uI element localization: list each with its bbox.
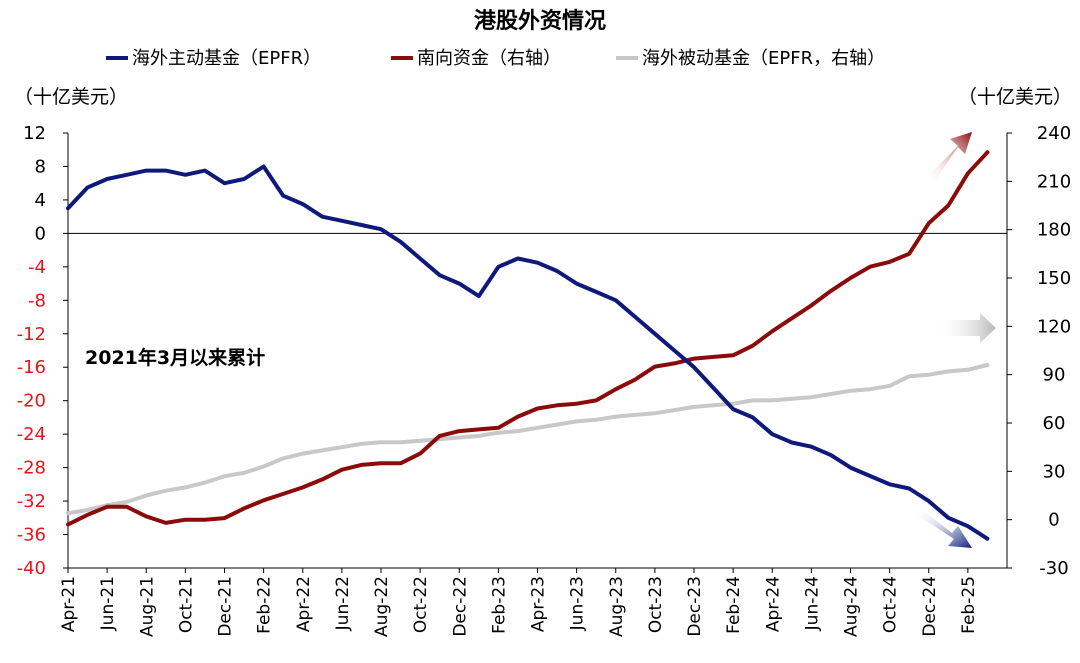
x-tick-label: Dec-24	[920, 576, 940, 637]
x-tick-label: Apr-23	[529, 576, 549, 632]
y-left-tick-label: 4	[35, 190, 46, 211]
y-left-tick-label: 0	[35, 223, 46, 244]
trend-arrow-down	[916, 508, 972, 548]
legend-label-3: 海外被动基金（EPFR，右轴）	[642, 48, 885, 69]
cumulative-annotation: 2021年3月以来累计	[85, 346, 265, 369]
y-left-tick-label: -40	[17, 558, 46, 579]
trend-arrow-right	[935, 313, 996, 343]
x-tick-label: Dec-23	[685, 576, 705, 637]
x-tick-label: Oct-21	[176, 576, 196, 633]
y-left-tick-label: -16	[17, 357, 46, 378]
chart-title: 港股外资情况	[474, 8, 606, 34]
y-right-tick-label: -30	[1039, 558, 1068, 579]
x-tick-label: Aug-23	[607, 576, 627, 637]
x-tick-label: Feb-25	[959, 576, 979, 634]
x-tick-label: Jun-21	[98, 576, 118, 631]
y-left-unit-label: （十亿美元）	[14, 86, 128, 108]
trend-arrows	[916, 132, 996, 548]
x-tick-label: Feb-23	[489, 576, 509, 634]
axes: 12 8 4 0 -4 -8 -12 -16 -20 -24 -28 -32 -36 -40 240 210 1…	[17, 123, 1072, 637]
y-right-tick-label: 0	[1048, 510, 1059, 531]
y-right-tick-label: 210	[1037, 171, 1071, 192]
y-right-tick-label: 60	[1043, 413, 1066, 434]
x-tick-label: Aug-24	[842, 576, 862, 637]
y-left-tick-label: -32	[17, 491, 46, 512]
series-layer	[66, 150, 990, 541]
series-line-3	[66, 363, 990, 516]
x-tick-label: Feb-24	[724, 576, 744, 634]
x-tick-label: Jun-23	[568, 576, 588, 631]
x-tick-label: Apr-22	[294, 576, 314, 632]
legend: 海外主动基金（EPFR） 南向资金（右轴） 海外被动基金（EPFR，右轴）	[106, 48, 885, 69]
y-left-tick-label: -4	[28, 257, 46, 278]
x-tick-label: Dec-22	[450, 576, 470, 637]
x-tick-label: Oct-24	[881, 576, 901, 633]
x-tick-label: Oct-23	[646, 576, 666, 633]
series-line-2	[66, 150, 990, 527]
y-right-tick-label: 150	[1037, 268, 1071, 289]
y-left-tick-label: -24	[17, 424, 46, 445]
y-left-tick-label: 8	[35, 156, 46, 177]
x-tick-label: Jun-24	[802, 576, 822, 631]
legend-label-2: 南向资金（右轴）	[417, 48, 561, 69]
x-tick-label: Feb-22	[255, 576, 275, 634]
series-line-1	[66, 164, 990, 541]
y-left-tick-label: -36	[17, 525, 46, 546]
y-right-tick-label: 90	[1043, 365, 1066, 386]
x-tick-label: Jun-22	[333, 576, 353, 631]
y-left-tick-label: -28	[17, 458, 46, 479]
trend-arrow-up	[928, 132, 972, 182]
y-left-tick-label: 12	[23, 123, 46, 144]
y-right-tick-label: 240	[1037, 123, 1071, 144]
y-right-unit-label: （十亿美元）	[958, 86, 1072, 108]
x-tick-label: Apr-24	[763, 576, 783, 632]
y-right-tick-label: 30	[1043, 461, 1066, 482]
y-right-tick-label: 120	[1037, 316, 1071, 337]
y-right-tick-label: 180	[1037, 220, 1071, 241]
y-left-tick-label: -8	[28, 290, 46, 311]
x-tick-label: Aug-21	[137, 576, 157, 637]
y-left-tick-label: -20	[17, 391, 46, 412]
y-left-tick-label: -12	[17, 324, 46, 345]
x-tick-label: Aug-22	[372, 576, 392, 637]
x-tick-label: Apr-21	[59, 576, 79, 632]
x-tick-label: Dec-21	[216, 576, 236, 637]
legend-label-1: 海外主动基金（EPFR）	[132, 48, 321, 69]
x-tick-label: Oct-22	[411, 576, 431, 633]
